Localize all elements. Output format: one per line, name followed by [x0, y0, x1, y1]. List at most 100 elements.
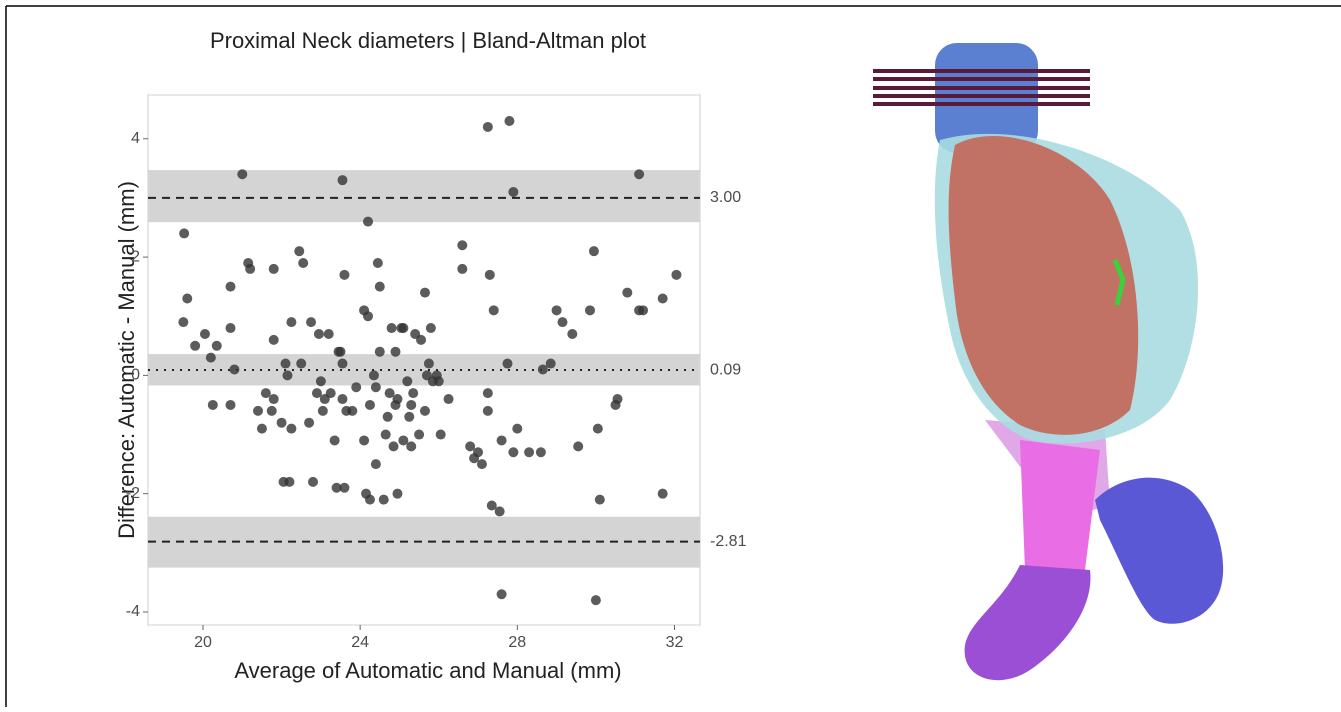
point: [207, 399, 218, 410]
point: [337, 394, 348, 405]
point: [433, 376, 444, 387]
point: [284, 476, 295, 487]
point: [594, 494, 605, 505]
point: [488, 305, 499, 316]
point: [512, 423, 523, 434]
point: [435, 429, 446, 440]
x-tick-label: 24: [351, 634, 369, 651]
point: [622, 287, 633, 298]
point: [392, 394, 403, 405]
point: [398, 323, 409, 334]
point: [378, 494, 389, 505]
point: [351, 382, 362, 393]
point: [229, 364, 240, 375]
point: [402, 376, 413, 387]
point: [557, 317, 568, 328]
point: [286, 423, 297, 434]
point: [443, 394, 454, 405]
point: [584, 305, 595, 316]
point: [465, 441, 476, 452]
point: [178, 317, 189, 328]
point: [384, 388, 395, 399]
point: [260, 388, 271, 399]
point: [317, 405, 328, 416]
point: [331, 482, 342, 493]
point: [508, 447, 519, 458]
point: [368, 370, 379, 381]
point: [296, 358, 307, 369]
agreement-band: [148, 354, 700, 386]
point: [256, 423, 267, 434]
point: [280, 358, 291, 369]
point: [486, 500, 497, 511]
point: [308, 476, 319, 487]
point: [425, 323, 436, 334]
y-tick-label: -2: [126, 485, 140, 502]
point: [388, 441, 399, 452]
point: [311, 388, 322, 399]
point: [225, 323, 236, 334]
point: [638, 305, 649, 316]
point: [406, 441, 417, 452]
point: [482, 405, 493, 416]
point: [245, 263, 256, 274]
point: [508, 187, 519, 198]
point: [199, 328, 210, 339]
point: [323, 328, 334, 339]
point: [298, 257, 309, 268]
point: [545, 358, 556, 369]
point: [313, 328, 324, 339]
point: [457, 263, 468, 274]
point: [374, 281, 385, 292]
point: [237, 169, 248, 180]
point: [382, 411, 393, 422]
point: [419, 287, 430, 298]
point: [370, 459, 381, 470]
point: [496, 435, 507, 446]
point: [414, 429, 425, 440]
y-tick-label: 2: [131, 248, 140, 265]
point: [374, 346, 385, 357]
point: [408, 388, 419, 399]
point: [268, 263, 279, 274]
point: [567, 328, 578, 339]
x-tick-label: 32: [666, 634, 684, 651]
point: [205, 352, 216, 363]
point: [476, 459, 487, 470]
point: [482, 121, 493, 132]
point: [225, 281, 236, 292]
point: [657, 293, 668, 304]
point: [276, 417, 287, 428]
point: [329, 435, 340, 446]
point: [634, 169, 645, 180]
point: [190, 340, 201, 351]
y-tick-label: 0: [131, 367, 140, 384]
point: [592, 423, 603, 434]
point: [364, 399, 375, 410]
point: [304, 417, 315, 428]
point: [551, 305, 562, 316]
point: [588, 246, 599, 257]
reference-label: -2.81: [710, 533, 747, 550]
point: [268, 394, 279, 405]
point: [671, 269, 682, 280]
point: [406, 399, 417, 410]
point: [657, 488, 668, 499]
point: [282, 370, 293, 381]
point: [482, 388, 493, 399]
point: [337, 358, 348, 369]
point: [398, 435, 409, 446]
point: [253, 405, 264, 416]
point: [524, 447, 535, 458]
chart-title: Proximal Neck diameters | Bland-Altman p…: [210, 28, 646, 53]
point: [392, 488, 403, 499]
point: [337, 175, 348, 186]
point: [335, 346, 346, 357]
marker: [1112, 259, 1126, 306]
y-tick-label: 4: [131, 130, 140, 147]
point: [457, 240, 468, 251]
point: [473, 447, 484, 458]
